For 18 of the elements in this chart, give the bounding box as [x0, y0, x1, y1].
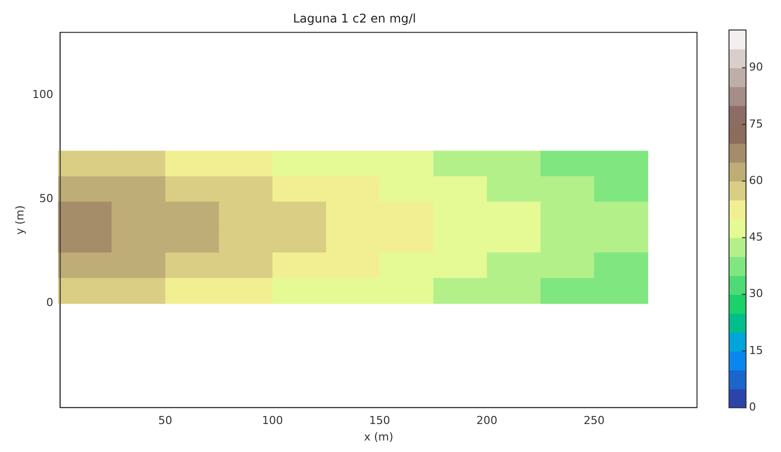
- color-bar-label: 15: [749, 344, 763, 357]
- color-bar-label: 90: [749, 60, 763, 74]
- color-bar-label: 45: [749, 230, 763, 244]
- x-tick-label: 50: [158, 414, 172, 428]
- x-tick-label: 200: [476, 414, 498, 428]
- color-bar-label: 60: [749, 174, 763, 187]
- color-bar-label: 30: [749, 287, 763, 300]
- x-tick-label: 250: [584, 414, 605, 428]
- chart-title: Laguna 1 c2 en mg/l: [292, 11, 416, 26]
- y-axis-title: y (m): [13, 205, 26, 235]
- color-bar-label: 75: [749, 117, 763, 130]
- x-tick-label: 100: [262, 414, 283, 428]
- color-bar-label: 0: [749, 400, 756, 414]
- x-tick-label: 150: [369, 414, 390, 428]
- x-axis-title: x (m): [364, 430, 394, 444]
- y-tick-label: 0: [46, 296, 54, 310]
- y-tick-label: 100: [32, 88, 54, 101]
- y-tick-label: 50: [39, 192, 54, 206]
